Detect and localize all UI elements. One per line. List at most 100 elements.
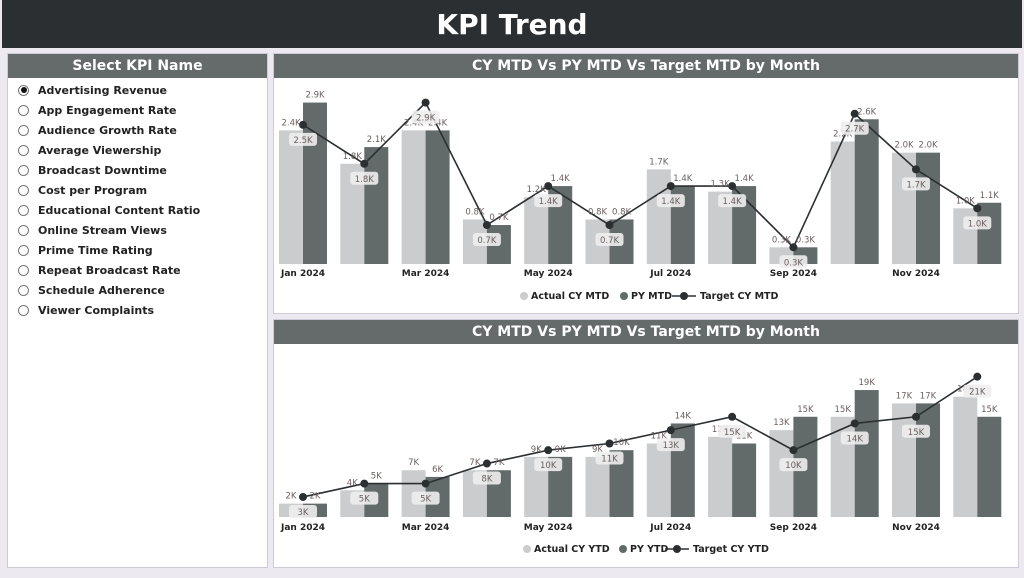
kpi-option[interactable]: Broadcast Downtime	[8, 160, 267, 180]
radio-icon[interactable]	[18, 164, 29, 176]
kpi-option-label: Audience Growth Rate	[38, 123, 177, 137]
page-title: KPI Trend	[2, 0, 1022, 48]
data-label-py: 1.4K	[551, 174, 571, 184]
kpi-option[interactable]: Advertising Revenue	[8, 80, 267, 100]
kpi-option[interactable]: Average Viewership	[8, 140, 267, 160]
data-label-target: 1.4K	[723, 197, 743, 207]
data-label-actual: 0.3K	[772, 235, 792, 245]
data-label-py: 2.4K	[428, 118, 448, 128]
target-point	[605, 221, 614, 230]
data-label-py: 17K	[920, 391, 937, 401]
target-point	[544, 182, 553, 191]
data-label-bg	[472, 471, 501, 485]
bar-actual	[830, 141, 855, 264]
data-label-py: 7K	[493, 458, 504, 468]
chart-title: CY MTD Vs PY MTD Vs Target MTD by Month	[274, 54, 1018, 78]
data-label-py: 15K	[797, 405, 814, 415]
data-label-py: 2.1K	[367, 135, 387, 145]
radio-icon[interactable]	[18, 264, 29, 276]
target-point	[973, 204, 982, 213]
data-label-bg	[411, 110, 440, 124]
data-label-target: 10K	[540, 461, 557, 471]
radio-icon[interactable]	[18, 304, 29, 316]
data-label-bg	[656, 194, 685, 208]
radio-icon[interactable]	[18, 284, 29, 296]
radio-icon[interactable]	[18, 144, 29, 156]
x-tick-label: Jan 2024	[280, 523, 325, 533]
kpi-option[interactable]: Audience Growth Rate	[8, 120, 267, 140]
data-label-actual: 4K	[347, 478, 358, 488]
kpi-option[interactable]: Schedule Adherence	[8, 280, 267, 300]
kpi-option[interactable]: Prime Time Rating	[8, 240, 267, 260]
data-label-bg	[289, 132, 317, 146]
x-tick-label: Mar 2024	[402, 269, 450, 279]
radio-icon[interactable]	[18, 84, 29, 96]
data-label-py: 5K	[371, 472, 382, 482]
kpi-option[interactable]: Repeat Broadcast Rate	[8, 260, 267, 280]
data-label-target: 21K	[969, 388, 986, 398]
data-label-target: 0.7K	[600, 236, 620, 246]
data-label-bg	[350, 491, 379, 505]
data-label-bg	[902, 424, 930, 438]
legend-target-label: Target CY YTD	[693, 544, 769, 555]
data-label-py: 10K	[613, 438, 630, 448]
kpi-option[interactable]: Educational Content Ratio	[8, 200, 267, 220]
x-tick-label: May 2024	[524, 269, 573, 279]
legend-actual-icon	[523, 545, 531, 553]
chart-ytd: CY MTD Vs PY MTD Vs Target MTD by Month …	[273, 319, 1019, 568]
radio-icon[interactable]	[18, 204, 29, 216]
chart-mtd: CY MTD Vs PY MTD Vs Target MTD by Month …	[273, 53, 1019, 314]
data-label-target: 2.7K	[845, 125, 865, 135]
data-label-target: 10K	[785, 461, 802, 471]
data-label-bg	[472, 233, 501, 247]
kpi-option-label: Educational Content Ratio	[38, 203, 201, 217]
bar-py	[854, 390, 879, 517]
radio-icon[interactable]	[18, 124, 29, 136]
data-label-bg	[534, 194, 563, 208]
x-tick-label: Nov 2024	[892, 269, 940, 279]
chart-title: CY MTD Vs PY MTD Vs Target MTD by Month	[274, 320, 1018, 344]
x-tick-label: May 2024	[524, 523, 573, 533]
kpi-option[interactable]: Viewer Complaints	[8, 300, 267, 320]
kpi-option-label: App Engagement Rate	[38, 103, 177, 117]
radio-icon[interactable]	[18, 104, 29, 116]
data-label-target: 5K	[420, 495, 431, 505]
target-point	[912, 165, 920, 174]
data-label-py: 9K	[555, 445, 566, 455]
bar-py	[670, 423, 695, 517]
data-label-py: 2.6K	[857, 107, 877, 117]
kpi-option-label: Prime Time Rating	[38, 243, 153, 257]
x-tick-label: Jul 2024	[649, 269, 691, 279]
data-label-target: 1.4K	[539, 197, 559, 207]
bar-py	[732, 443, 757, 517]
data-label-target: 5K	[359, 495, 370, 505]
data-label-actual: 1.3K	[711, 180, 731, 190]
target-point	[973, 372, 982, 381]
x-tick-label: Sep 2024	[770, 523, 817, 533]
data-label-target: 1.7K	[906, 180, 926, 190]
radio-icon[interactable]	[18, 184, 29, 196]
data-label-bg	[534, 458, 563, 472]
data-label-actual: 0.8K	[465, 207, 485, 217]
radio-icon[interactable]	[18, 244, 29, 256]
data-label-actual: 7K	[469, 458, 480, 468]
kpi-option[interactable]: Cost per Program	[8, 180, 267, 200]
kpi-list: Advertising Revenue App Engagement Rate Au…	[8, 78, 267, 320]
target-point	[912, 412, 920, 421]
data-label-actual: 13K	[773, 418, 790, 428]
kpi-option-label: Average Viewership	[38, 143, 162, 157]
kpi-option-label: Repeat Broadcast Rate	[38, 263, 181, 277]
data-label-actual: 2.0K	[894, 141, 914, 151]
x-tick-label: Sep 2024	[770, 269, 817, 279]
chart-ytd-svg: Jan 2024 Mar 2024 May 2024 Jul 2024 Sep 2024…	[279, 372, 1002, 555]
kpi-option[interactable]: App Engagement Rate	[8, 100, 267, 120]
target-point	[789, 446, 798, 455]
kpi-option-label: Broadcast Downtime	[38, 163, 167, 177]
chart-mtd-svg: Jan 2024 Mar 2024 May 2024 Jul 2024 Sep 2024…	[279, 91, 1002, 302]
bar-actual	[279, 130, 303, 264]
data-label-actual: 9K	[531, 445, 542, 455]
data-label-bg	[718, 424, 747, 438]
data-label-bg	[963, 384, 992, 398]
radio-icon[interactable]	[18, 224, 29, 236]
kpi-option[interactable]: Online Stream Views	[8, 220, 267, 240]
